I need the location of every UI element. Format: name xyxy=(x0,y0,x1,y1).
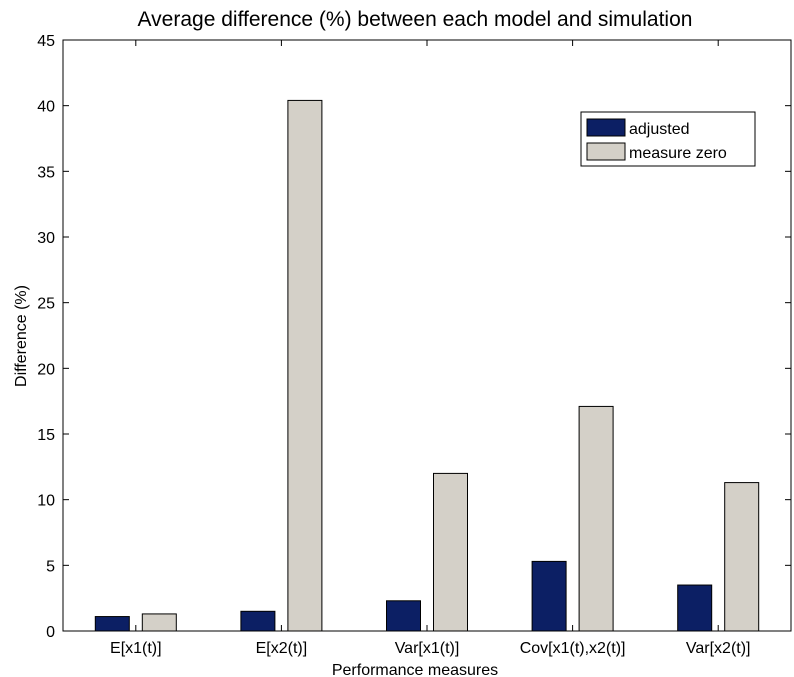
legend-swatch-adjusted xyxy=(586,118,626,137)
legend-swatch-measure-zero xyxy=(586,142,626,161)
bar-measure-zero-1 xyxy=(287,99,323,632)
x-tick-label: E[x2(t)] xyxy=(256,640,308,657)
bar-adjusted-2 xyxy=(386,600,421,632)
x-tick-label: Cov[x1(t),x2(t)] xyxy=(520,640,626,657)
bar-measure-zero-4 xyxy=(724,482,760,632)
y-tick-label: 45 xyxy=(37,33,55,50)
bars xyxy=(94,99,760,632)
y-tick-label: 5 xyxy=(46,558,55,575)
legend: adjusted measure zero xyxy=(580,111,756,167)
legend-label: adjusted xyxy=(629,121,690,138)
y-tick-label: 10 xyxy=(37,493,55,510)
bar-adjusted-3 xyxy=(531,560,567,632)
x-tick-label: Var[x1(t)] xyxy=(395,640,460,657)
bar-adjusted-4 xyxy=(677,584,713,632)
y-tick-label: 0 xyxy=(46,624,55,641)
y-axis-title: Difference (%) xyxy=(13,285,30,387)
x-axis-title: Performance measures xyxy=(332,662,498,677)
y-axis-ticks: 0 5 10 15 20 25 30 35 40 45 xyxy=(37,33,791,641)
bar-adjusted-0 xyxy=(94,616,130,632)
y-tick-label: 30 xyxy=(37,230,55,247)
y-tick-label: 15 xyxy=(37,427,55,444)
x-axis-ticks: E[x1(t)] E[x2(t)] Var[x1(t)] Cov[x1(t),x2(t… xyxy=(110,40,751,657)
x-tick-label: Var[x2(t)] xyxy=(686,640,751,657)
bar-measure-zero-3 xyxy=(578,405,614,632)
y-tick-label: 35 xyxy=(37,164,55,181)
bar-measure-zero-0 xyxy=(141,613,177,632)
y-tick-label: 40 xyxy=(37,99,55,116)
y-tick-label: 20 xyxy=(37,361,55,378)
legend-label: measure zero xyxy=(629,145,727,162)
y-tick-label: 25 xyxy=(37,296,55,313)
chart-title: Average difference (%) between each mode… xyxy=(138,8,693,31)
bar-adjusted-1 xyxy=(240,610,276,632)
x-tick-label: E[x1(t)] xyxy=(110,640,162,657)
bar-measure-zero-2 xyxy=(433,472,468,632)
